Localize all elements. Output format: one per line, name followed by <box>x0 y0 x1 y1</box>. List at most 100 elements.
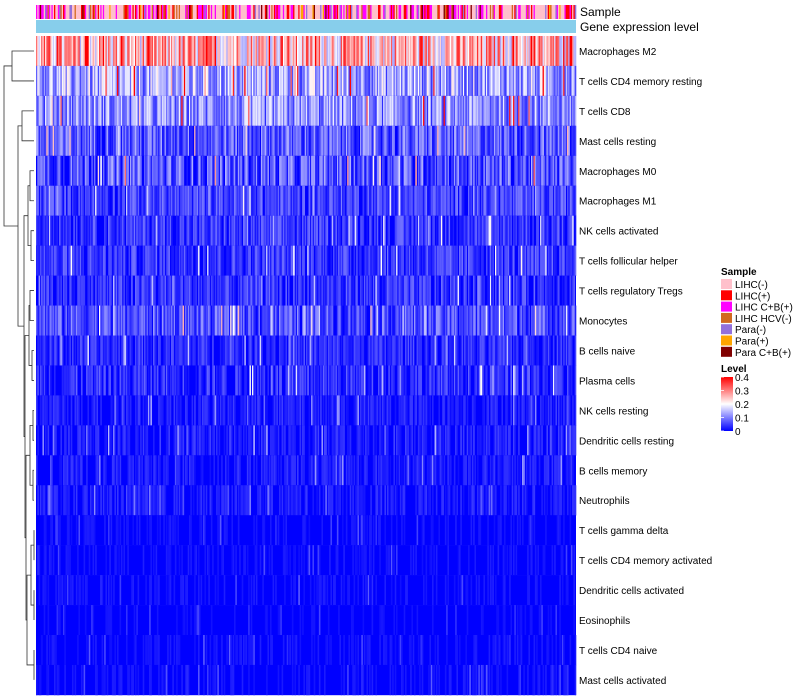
heatmap-cell <box>309 95 312 127</box>
heatmap-cell <box>290 365 293 396</box>
heatmap-cell <box>369 65 371 97</box>
heatmap-cell <box>226 36 228 67</box>
heatmap-cell <box>297 305 299 336</box>
heatmap-cell <box>426 155 429 187</box>
heatmap-cell <box>244 365 246 396</box>
heatmap-cell <box>357 65 360 97</box>
heatmap-cell <box>43 155 46 187</box>
heatmap-cell <box>536 65 538 97</box>
heatmap-cell <box>190 245 192 276</box>
heatmap-cell <box>65 335 68 366</box>
heatmap-cell <box>174 365 177 396</box>
heatmap-cell <box>180 65 182 97</box>
heatmap-cell <box>425 215 428 246</box>
heatmap-cell <box>336 395 339 426</box>
heatmap-cell <box>564 65 567 97</box>
heatmap-cell <box>100 335 102 366</box>
heatmap-cell <box>432 365 434 396</box>
sample-cell <box>498 5 501 19</box>
heatmap-cell <box>496 36 498 67</box>
heatmap-cell <box>558 275 560 306</box>
heatmap-cell <box>570 365 573 396</box>
heatmap-cell <box>160 275 163 306</box>
sample-cell <box>55 5 57 19</box>
heatmap-cell <box>340 185 343 216</box>
heatmap-cell <box>137 215 140 246</box>
heatmap-cell <box>64 95 66 127</box>
heatmap-cell <box>353 185 356 216</box>
heatmap-cell <box>250 36 253 67</box>
heatmap-cell <box>217 245 219 276</box>
heatmap-cell <box>133 65 136 97</box>
heatmap-cell <box>519 125 522 157</box>
heatmap-cell <box>429 65 432 97</box>
heatmap-cell <box>217 305 219 336</box>
heatmap-cell <box>565 305 568 336</box>
heatmap-cell <box>430 245 433 276</box>
sample-cell <box>86 5 88 19</box>
heatmap-cell <box>529 36 532 67</box>
sample-cell <box>261 5 263 19</box>
heatmap-cell <box>459 65 461 97</box>
heatmap-cell <box>131 125 133 157</box>
heatmap-cell <box>384 305 387 336</box>
heatmap-cell <box>209 125 212 157</box>
heatmap-cell <box>192 215 195 246</box>
heatmap-cell <box>61 125 64 157</box>
sample-cell <box>495 5 497 19</box>
heatmap-cell <box>118 125 120 157</box>
heatmap-cell <box>542 185 545 216</box>
heatmap-cell <box>281 185 284 216</box>
heatmap-cell <box>42 36 45 67</box>
heatmap-cell <box>412 36 415 67</box>
heatmap-cell <box>149 36 151 67</box>
heatmap-cell <box>376 395 379 426</box>
heatmap-cell <box>527 335 529 366</box>
heatmap-cell <box>441 95 443 127</box>
heatmap-cell <box>68 425 70 456</box>
heatmap-cell <box>201 36 204 67</box>
heatmap-cell <box>322 95 325 127</box>
sample-cell <box>543 5 546 19</box>
heatmap-cell <box>461 245 464 276</box>
heatmap-cell <box>405 395 407 426</box>
sample-cell <box>489 5 492 19</box>
heatmap-cell <box>468 335 470 366</box>
heatmap-cell <box>50 275 52 306</box>
heatmap-cell <box>430 65 433 97</box>
heatmap-cell <box>133 125 136 157</box>
heatmap-cell <box>376 275 379 306</box>
heatmap-cell <box>380 36 383 67</box>
heatmap-cell <box>381 36 384 67</box>
heatmap-cell <box>64 215 66 246</box>
heatmap-cell <box>369 365 371 396</box>
heatmap-cell <box>239 215 241 246</box>
heatmap-cell <box>444 215 447 246</box>
heatmap-cell <box>70 125 73 157</box>
heatmap-cell <box>446 275 448 306</box>
heatmap-cell <box>37 335 39 366</box>
heatmap-cell <box>308 245 311 276</box>
heatmap-cell <box>500 155 502 187</box>
heatmap-cell <box>316 65 318 97</box>
heatmap-cell <box>567 95 569 127</box>
heatmap-cell <box>86 335 88 366</box>
sample-cell <box>555 5 558 19</box>
heatmap-cell <box>574 395 577 426</box>
heatmap-cell <box>144 335 146 366</box>
heatmap-cell <box>95 65 97 97</box>
heatmap-cell <box>399 245 402 276</box>
heatmap-cell <box>207 125 209 157</box>
heatmap-cell <box>460 125 462 157</box>
heatmap-cell <box>387 215 389 246</box>
heatmap-cell <box>456 245 459 276</box>
heatmap-cell <box>104 65 106 97</box>
heatmap-cell <box>371 155 374 187</box>
heatmap-cell <box>285 65 288 97</box>
heatmap-cell <box>119 65 122 97</box>
heatmap-cell <box>470 36 473 67</box>
heatmap-cell <box>231 245 234 276</box>
heatmap-cell <box>522 36 524 67</box>
heatmap-cell <box>317 365 320 396</box>
sample-cell <box>298 5 300 19</box>
